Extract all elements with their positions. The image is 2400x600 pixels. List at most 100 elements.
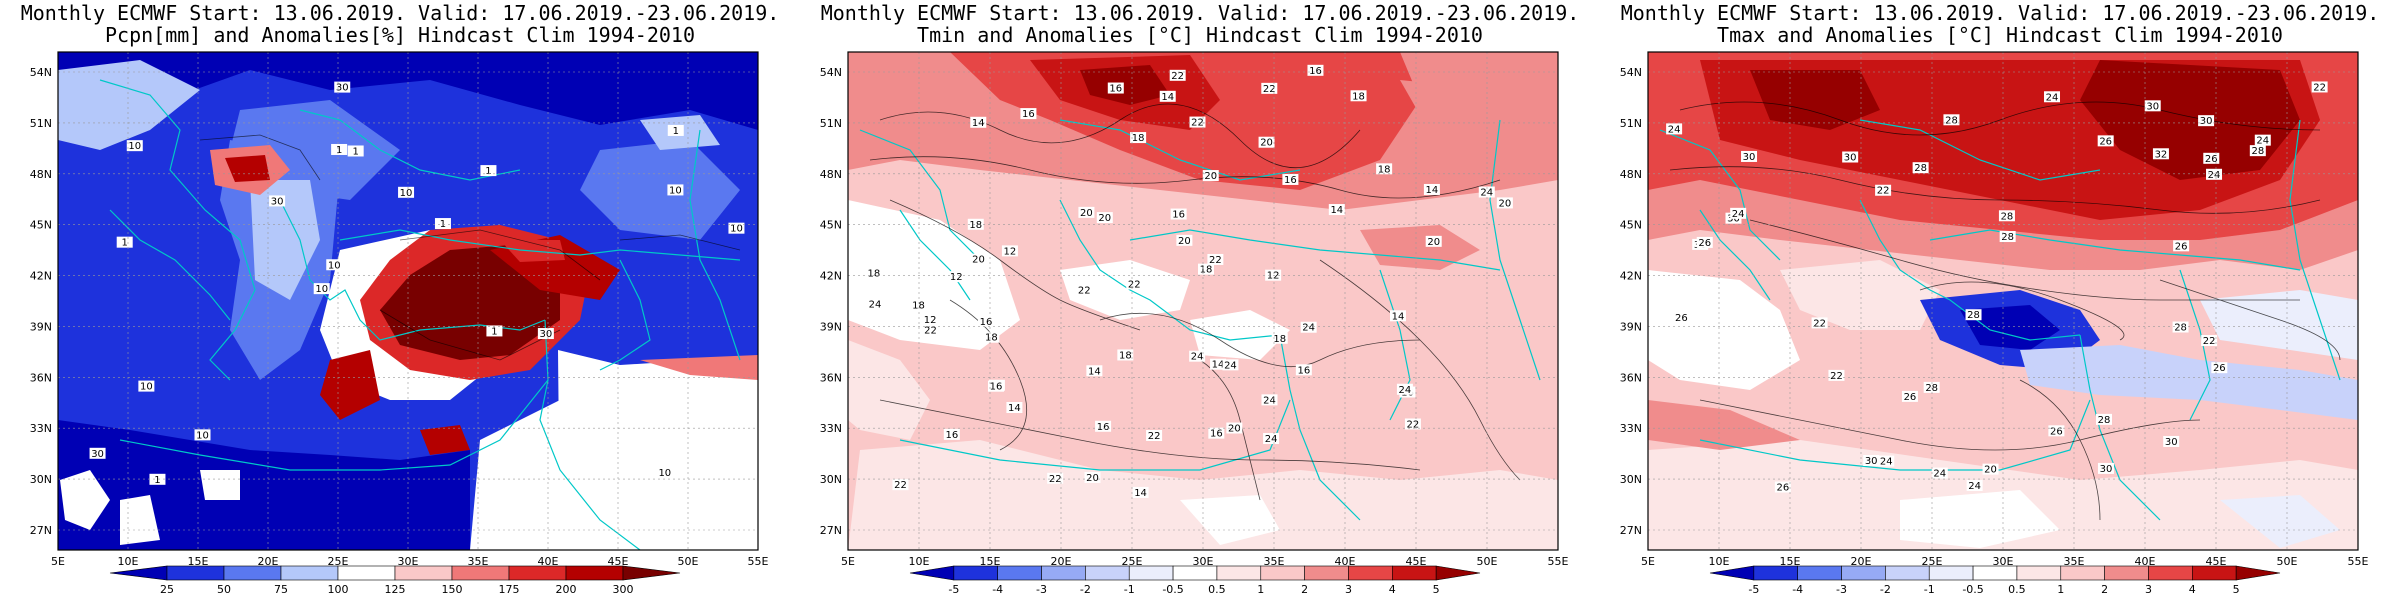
colorbar-label: -4 [1792,583,1803,596]
svg-text:28: 28 [1967,310,1980,321]
colorbar-swatch [2192,565,2237,581]
svg-text:24: 24 [1968,481,1981,492]
colorbar-label: 200 [556,583,577,596]
colorbar-swatch [109,565,168,581]
svg-text:30: 30 [91,449,104,460]
contour-label: 16 [1095,420,1112,433]
contour-label: 24 [1189,350,1206,363]
svg-text:1: 1 [336,145,342,156]
contour-label: 24 [867,298,884,310]
lat-tick-label: 48N [30,168,52,181]
colorbar-label: -3 [1036,583,1047,596]
svg-text:1: 1 [154,475,160,486]
lat-tick-label: 27N [30,524,52,537]
lat-tick-label: 51N [1620,117,1642,130]
svg-text:22: 22 [1171,71,1184,82]
svg-text:14: 14 [972,118,985,129]
svg-text:16: 16 [1097,422,1110,433]
contour-label: 10 [398,186,415,199]
contour-label: 30 [2198,115,2215,127]
contour-label: 10 [728,222,745,235]
lon-tick-label: 25E [1922,555,1943,568]
precip-panel: Monthly ECMWF Start: 13.06.2019. Valid: … [0,0,800,600]
contour-label: 14 [1210,358,1227,371]
colorbar-swatch [451,565,510,581]
colorbar-swatch [1435,565,1481,581]
contour-label: 20 [1084,471,1101,484]
lon-tick-label: 15E [980,555,1001,568]
lat-tick-label: 39N [820,320,842,333]
colorbar-label: -1 [1124,583,1135,596]
contour-label: 16 [1107,82,1124,95]
contour-label: 20 [1202,170,1219,182]
precip-axis-labels: 54N 51N 48N 45N 42N 39N 36N 33N 30N 27N 5E 10E 15E 20… [30,66,769,568]
contour-label: 18 [1130,132,1147,144]
contour-label: 30 [89,447,106,460]
colorbar-label: 25 [160,583,174,596]
lat-tick-label: 48N [1620,168,1642,181]
contour-label: 24 [1966,480,1983,492]
colorbar-swatch [1797,565,1842,581]
svg-text:24: 24 [1191,352,1204,363]
contour-label: 10 [656,466,673,479]
colorbar-swatch [2016,565,2062,581]
tmin-axis-labels: 54N 51N 48N 45N 42N 39N 36N 33N 30N 27N 5E 10E 15E 20… [820,66,1569,568]
contour-label: 26 [1774,481,1791,494]
contour-label: 30 [2163,435,2180,448]
colorbar-label: 150 [442,583,463,596]
svg-text:18: 18 [1352,91,1365,102]
svg-text:16: 16 [980,317,993,328]
colorbar-swatch [2060,565,2105,581]
contour-label: 10 [326,259,343,271]
contour-label: 26 [2203,152,2220,165]
svg-text:20: 20 [1204,171,1217,182]
colorbar-swatch [223,565,282,581]
lon-tick-label: 55E [1548,555,1569,568]
lat-tick-label: 33N [820,422,842,435]
svg-text:30: 30 [336,83,349,94]
svg-text:20: 20 [1427,237,1440,248]
lon-tick-label: 20E [1051,555,1072,568]
lon-tick-label: 50E [2277,555,2298,568]
svg-text:20: 20 [1098,213,1111,224]
contour-label: 26 [2048,425,2065,437]
contour-label: 20 [1078,206,1095,219]
svg-text:1: 1 [122,238,128,249]
colorbar-label: 5 [1433,583,1440,596]
colorbar-label: -3 [1836,583,1847,596]
svg-text:10: 10 [669,185,682,196]
colorbar-label: 3 [1345,583,1352,596]
tmax-map-frame [1647,51,2359,551]
svg-text:12: 12 [950,272,963,283]
colorbar-swatch [166,565,225,581]
colorbar-label: -1 [1924,583,1935,596]
colorbar-swatch [394,565,453,581]
contour-label: 22 [1126,278,1143,290]
colorbar-swatch [622,565,681,581]
lon-tick-label: 20E [258,555,279,568]
svg-text:22: 22 [1049,474,1062,485]
lon-tick-label: 30E [1193,555,1214,568]
svg-text:20: 20 [1178,236,1191,247]
contour-label: 22 [2201,335,2218,347]
svg-text:12: 12 [924,315,937,326]
tmin-map: 1618161814121820141418221618141622181620… [820,51,1569,596]
precip-contours [199,134,741,361]
svg-text:24: 24 [1933,469,1946,480]
contour-label: 22 [1169,69,1186,82]
contour-label: 14 [1389,310,1406,322]
lon-tick-label: 55E [748,555,769,568]
contour-label: 26 [2097,135,2114,147]
colorbar-label: 125 [385,583,406,596]
tmax-graticule [1648,52,2358,550]
svg-text:14: 14 [1008,403,1021,414]
colorbar-swatch [280,565,339,581]
svg-text:24: 24 [1265,434,1278,445]
contour-label: 12 [1001,245,1018,257]
svg-text:18: 18 [969,220,982,231]
colorbar-swatch [1885,565,1930,581]
colorbar-label: -2 [1080,583,1091,596]
svg-text:20: 20 [1228,424,1241,435]
